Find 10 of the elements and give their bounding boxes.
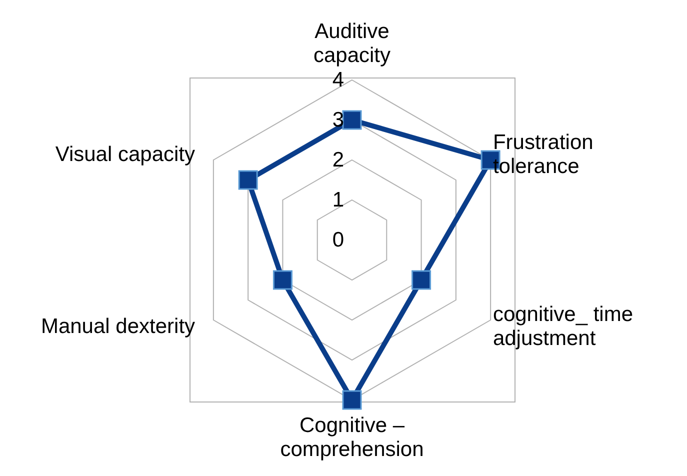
spoke-label: Manual dexterity	[40, 315, 196, 338]
spoke-label: Visual capacity	[55, 143, 196, 166]
spoke-label: Auditive capacity	[313, 20, 392, 67]
y-tick-label: 1	[332, 188, 344, 212]
y-tick-label: 4	[332, 68, 344, 92]
spoke-label: Cognitive – comprehension	[280, 414, 424, 461]
spoke-label: Frustration tolerance	[492, 131, 594, 178]
y-tick-label: 2	[332, 148, 344, 172]
spoke-label: cognitive_ time adjustment	[492, 303, 634, 350]
y-tick-label: 0	[332, 228, 344, 252]
